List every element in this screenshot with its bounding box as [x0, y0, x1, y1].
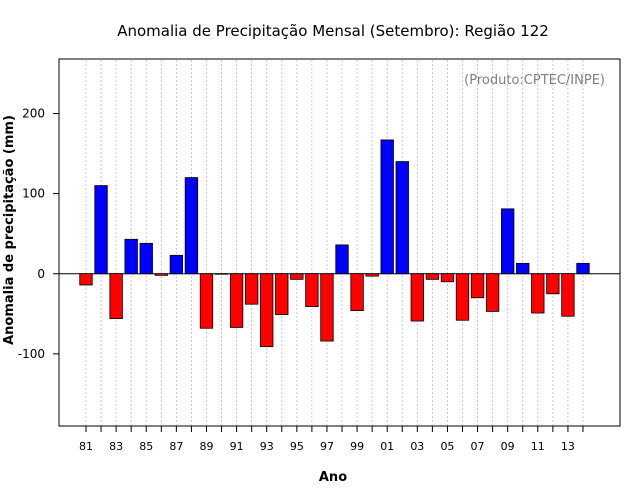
bar-89 — [199, 273, 214, 329]
bar-14 — [576, 262, 590, 275]
bar-94 — [275, 273, 289, 316]
bar-04 — [425, 273, 440, 280]
x-axis: 81 83 85 87 89 91 93 95 97 99 01 03 05 07 09 11 13 — [79, 426, 584, 453]
bar-98 — [335, 244, 349, 275]
x-tick-label: 83 — [109, 440, 123, 453]
bar-83 — [109, 273, 123, 320]
grid-lines — [85, 60, 584, 425]
x-tick-label: 93 — [260, 440, 274, 453]
bars — [79, 139, 590, 348]
bar-87 — [169, 254, 184, 275]
x-tick-label: 11 — [531, 440, 545, 453]
x-tick-label: 05 — [440, 440, 454, 453]
bar-03 — [410, 273, 424, 322]
x-tick-label: 99 — [350, 440, 364, 453]
y-tick-label: -100 — [18, 347, 45, 361]
bar-91 — [229, 273, 244, 328]
bar-07 — [470, 273, 485, 299]
plot-area — [58, 58, 621, 427]
x-axis-label: Ano — [319, 470, 347, 485]
y-tick-label: 0 — [37, 267, 45, 281]
bar-06 — [455, 273, 470, 321]
x-tick-label: 97 — [320, 440, 334, 453]
x-tick-label: 01 — [380, 440, 394, 453]
bar-02 — [395, 161, 409, 275]
bar-10 — [516, 262, 530, 275]
y-tick-label: 200 — [22, 106, 45, 120]
bar-99 — [350, 273, 364, 312]
x-tick-label: 95 — [290, 440, 304, 453]
y-tick-label: 100 — [22, 187, 45, 201]
x-tick-label: 13 — [561, 440, 575, 453]
bar-95 — [290, 273, 304, 280]
bar-97 — [320, 273, 334, 342]
x-tick-label: 81 — [79, 440, 93, 453]
x-tick-label: 07 — [471, 440, 485, 453]
bar-09 — [501, 208, 515, 275]
bar-05 — [440, 273, 455, 283]
credit-label: (Produto:CPTEC/INPE) — [464, 73, 605, 88]
bar-96 — [305, 273, 319, 308]
x-tick-label: 03 — [410, 440, 424, 453]
bar-11 — [531, 273, 545, 314]
x-tick-label: 91 — [230, 440, 244, 453]
bar-90 — [214, 273, 229, 275]
bar-93 — [260, 273, 274, 348]
bar-12 — [546, 273, 560, 295]
bar-92 — [245, 273, 259, 305]
bar-00 — [365, 273, 379, 277]
x-tick-label: 89 — [199, 440, 213, 453]
bar-82 — [94, 185, 108, 275]
bar-86 — [154, 273, 168, 276]
x-tick-label: 85 — [139, 440, 153, 453]
bar-88 — [184, 177, 199, 275]
bar-13 — [561, 273, 575, 317]
x-tick-label: 87 — [169, 440, 183, 453]
bar-08 — [485, 273, 500, 312]
bar-81 — [79, 273, 93, 286]
chart-title: Anomalia de Precipitação Mensal (Setembr… — [117, 22, 549, 40]
y-axis: -100 0 100 200 — [18, 106, 59, 361]
x-tick-label: 09 — [501, 440, 515, 453]
bar-84 — [124, 238, 138, 275]
bar-85 — [139, 242, 153, 275]
y-axis-label: Anomalia de precipitação (mm) — [2, 115, 17, 345]
bar-01 — [380, 139, 394, 275]
